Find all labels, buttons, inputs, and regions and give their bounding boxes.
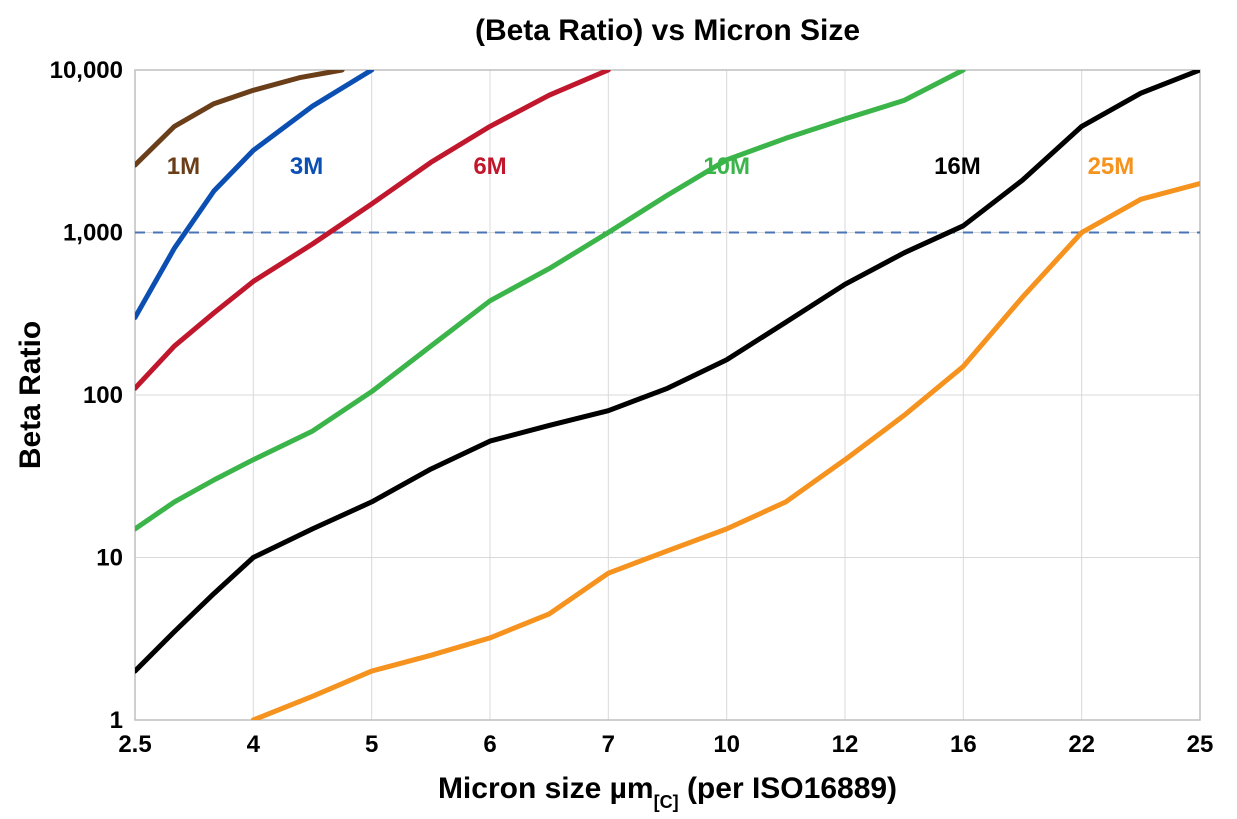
y-tick-label: 100: [83, 382, 123, 409]
series-label-25M: 25M: [1088, 153, 1135, 180]
y-tick-label: 1,000: [63, 220, 123, 247]
x-tick-label: 10: [713, 731, 740, 758]
series-label-6M: 6M: [473, 153, 506, 180]
chart-title: (Beta Ratio) vs Micron Size: [475, 14, 860, 47]
series-label-16M: 16M: [934, 153, 981, 180]
x-tick-label: 4: [247, 731, 261, 758]
x-tick-label: 25: [1187, 731, 1214, 758]
chart-container: 1M 3M 6M 10M 16M 25M 2.5 4 5 6 7 10 12 16 22 25 1 10 100 1,…: [0, 0, 1237, 819]
x-tick-label: 2.5: [118, 731, 151, 758]
x-tick-label: 7: [602, 731, 615, 758]
series-label-10M: 10M: [703, 153, 750, 180]
beta-ratio-chart: 1M 3M 6M 10M 16M 25M 2.5 4 5 6 7 10 12 16 22 25 1 10 100 1,…: [0, 0, 1237, 819]
y-tick-label: 10,000: [50, 57, 123, 84]
x-tick-label: 6: [483, 731, 496, 758]
y-axis-label: Beta Ratio: [14, 321, 47, 469]
x-tick-label: 16: [950, 731, 977, 758]
series-label-3M: 3M: [290, 153, 323, 180]
x-tick-label: 5: [365, 731, 378, 758]
x-tick-label: 12: [832, 731, 859, 758]
x-tick-label: 22: [1068, 731, 1095, 758]
y-tick-label: 1: [110, 707, 123, 734]
y-tick-label: 10: [96, 545, 123, 572]
series-label-1M: 1M: [167, 153, 200, 180]
